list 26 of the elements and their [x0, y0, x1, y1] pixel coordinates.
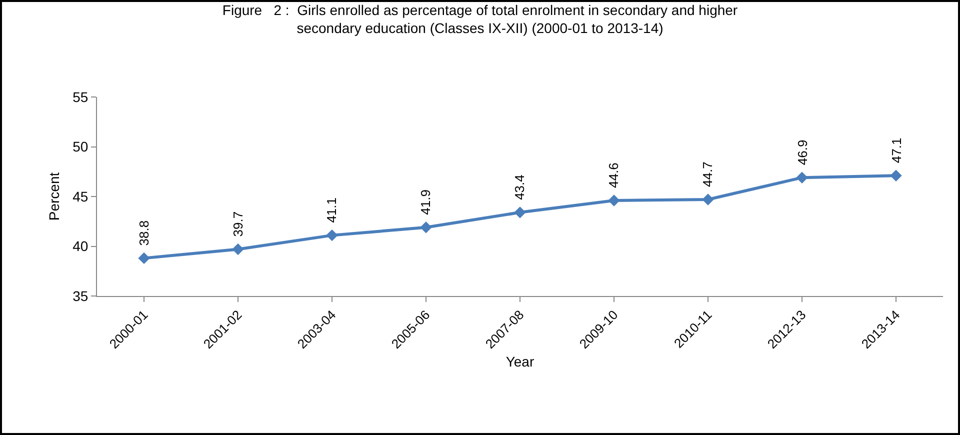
- data-label: 47.1: [888, 138, 904, 164]
- y-axis-title: Percent: [46, 172, 62, 221]
- y-tick-label: 35: [72, 288, 88, 304]
- data-label: 41.1: [324, 197, 340, 223]
- data-label: 43.4: [512, 174, 528, 200]
- point: [702, 194, 714, 206]
- data-label: 44.7: [700, 162, 716, 187]
- data-label: 41.9: [418, 190, 434, 215]
- data-label: 44.6: [606, 162, 622, 188]
- point: [420, 222, 432, 234]
- point: [326, 229, 338, 242]
- point: [890, 170, 902, 182]
- point: [138, 252, 150, 264]
- point: [514, 206, 526, 218]
- chart-title: Figure 2 : Girls enrolled as percentage of total enrolment in secondary and higher secondary education (Classes IX-XII) (2000-01 to 2013-14): [222, 2, 738, 36]
- y-tick-label: 55: [72, 88, 88, 105]
- data-label: 38.8: [136, 220, 152, 246]
- point: [608, 194, 620, 206]
- y-tick-label: 50: [72, 138, 88, 155]
- point: [232, 243, 244, 256]
- y-tick-label: 40: [72, 238, 88, 254]
- data-label: 39.7: [230, 211, 246, 237]
- point: [796, 172, 808, 184]
- data-label: 46.9: [794, 140, 810, 166]
- y-tick-label: 45: [72, 188, 88, 204]
- x-axis-title: Year: [506, 354, 534, 370]
